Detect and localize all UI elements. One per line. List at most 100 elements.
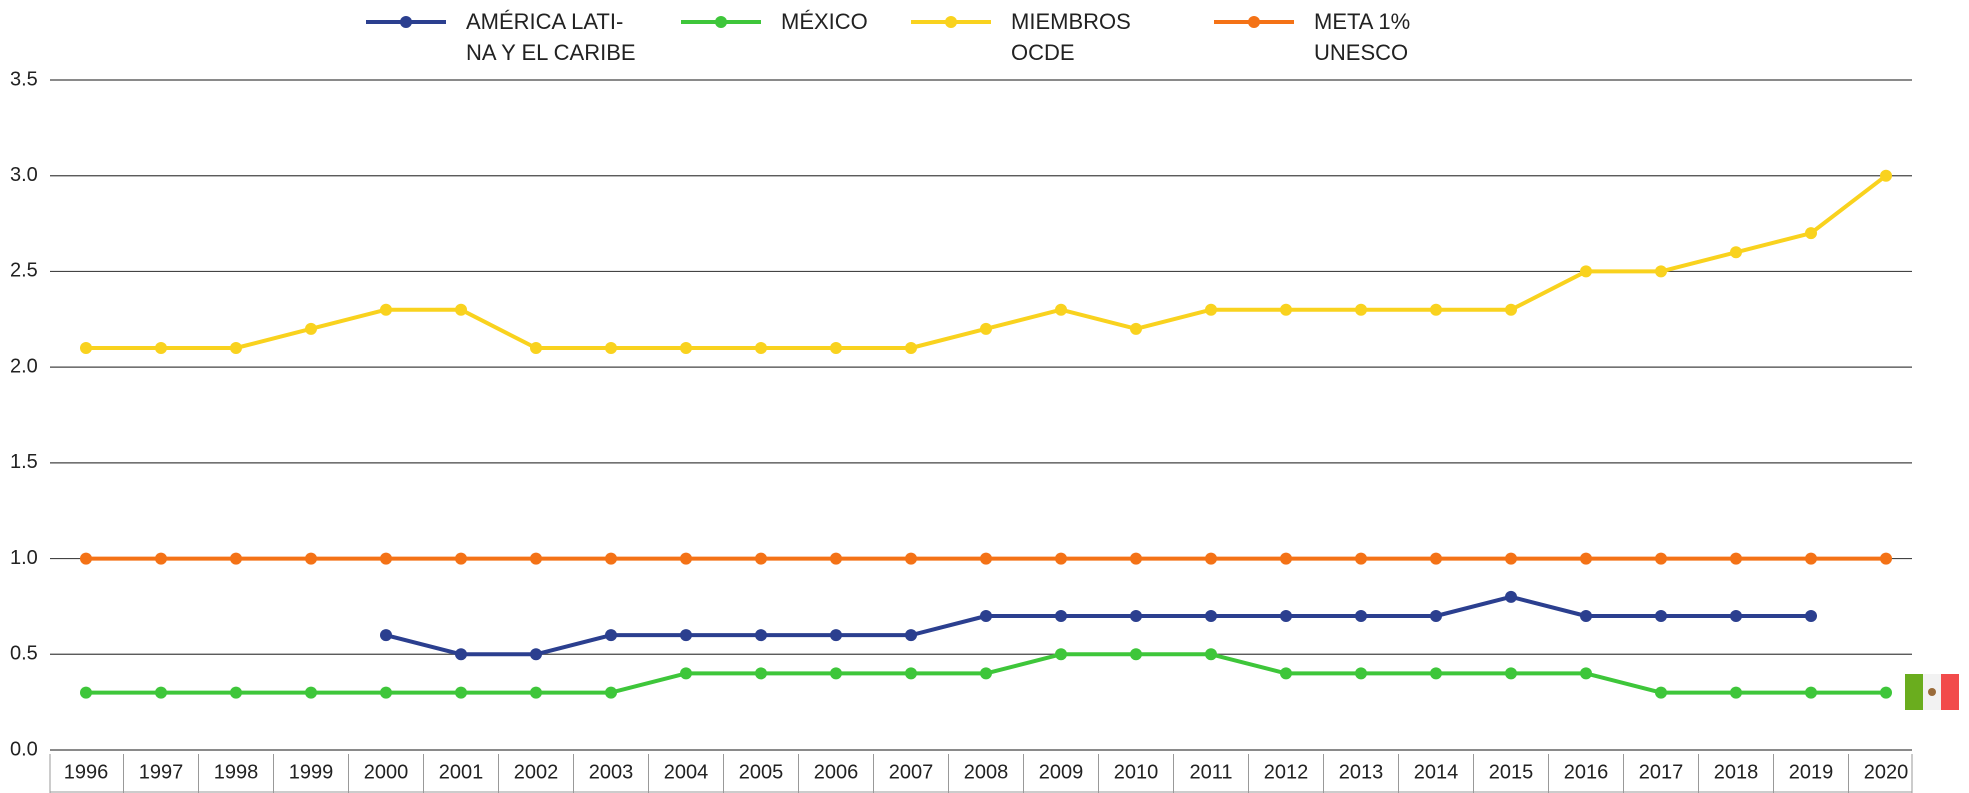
y-tick-label: 3.5 [10, 68, 38, 90]
data-point [1880, 169, 1892, 182]
data-point [980, 610, 992, 622]
data-point [155, 342, 167, 354]
data-point [1655, 265, 1667, 278]
data-point [380, 686, 392, 699]
data-point [1730, 246, 1742, 259]
data-point [1205, 610, 1217, 622]
data-point [1355, 610, 1367, 622]
y-tick-label: 1.0 [10, 547, 38, 569]
data-point [530, 686, 542, 699]
legend-label: AMÉRICA LATI- NA Y EL CARIBE [466, 9, 636, 65]
data-point [1205, 303, 1217, 316]
data-point [230, 552, 242, 565]
data-point [230, 342, 242, 354]
data-point [1430, 552, 1442, 565]
data-point [1655, 686, 1667, 699]
data-point [305, 686, 317, 699]
legend-key [681, 6, 761, 36]
data-point [1880, 552, 1892, 565]
data-point [830, 342, 842, 354]
series-line [86, 174, 1888, 350]
legend-key [1214, 6, 1294, 36]
data-point [1205, 648, 1217, 661]
x-tick-label: 2020 [1864, 761, 1909, 783]
data-point [1805, 686, 1817, 699]
data-point [980, 552, 992, 565]
data-point [1430, 667, 1442, 680]
data-point [1280, 303, 1292, 316]
data-point [1505, 667, 1517, 680]
data-point [1655, 552, 1667, 565]
data-point [1205, 552, 1217, 565]
y-tick-label: 0.0 [10, 738, 38, 760]
legend-label: MIEMBROS OCDE [1011, 9, 1131, 65]
y-tick-label: 0.5 [10, 643, 38, 665]
legend-item: AMÉRICA LATI- NA Y EL CARIBE [366, 6, 636, 68]
data-point [455, 686, 467, 699]
data-point [1130, 610, 1142, 622]
data-point [1130, 552, 1142, 565]
data-point [1055, 610, 1067, 622]
legend-key [911, 6, 991, 36]
data-point [755, 667, 767, 680]
data-point [1580, 667, 1592, 680]
x-tick-label: 2011 [1189, 761, 1232, 783]
data-point [680, 552, 692, 565]
data-point [980, 667, 992, 680]
data-point [1280, 667, 1292, 680]
x-tick-label: 2003 [589, 761, 634, 783]
data-point [905, 629, 917, 642]
mexico-flag [1905, 674, 1959, 710]
data-point [1580, 610, 1592, 622]
y-tick-label: 2.5 [10, 260, 38, 282]
legend-key [366, 6, 446, 36]
x-tick-label: 2004 [664, 761, 709, 783]
data-point [830, 552, 842, 565]
data-point [1355, 303, 1367, 316]
data-point [830, 667, 842, 680]
data-point [1805, 610, 1817, 622]
x-tick-label: 2000 [364, 761, 409, 783]
x-tick-label: 1996 [64, 761, 109, 783]
data-point [305, 322, 317, 335]
legend: AMÉRICA LATI- NA Y EL CARIBE MÉXICO MIEMBR… [0, 6, 1969, 76]
data-point [905, 342, 917, 354]
x-tick-label: 2014 [1414, 761, 1459, 783]
data-point [530, 342, 542, 354]
data-point [1730, 686, 1742, 699]
data-point [1055, 648, 1067, 661]
legend-label: META 1% UNESCO [1314, 9, 1411, 65]
x-tick-label: 2006 [814, 761, 859, 783]
data-point [980, 322, 992, 335]
data-point [680, 667, 692, 680]
data-point [1880, 686, 1892, 699]
data-point [605, 629, 617, 642]
legend-item: MÉXICO [681, 6, 868, 37]
data-point [755, 629, 767, 642]
x-tick-label: 2015 [1489, 761, 1534, 783]
data-point [530, 552, 542, 565]
data-point [155, 552, 167, 565]
data-point [1280, 610, 1292, 622]
data-point [155, 686, 167, 699]
data-point [1055, 303, 1067, 316]
x-tick-label: 2018 [1714, 761, 1759, 783]
data-point [455, 303, 467, 316]
data-point [605, 552, 617, 565]
x-tick-label: 2005 [739, 761, 784, 783]
data-point [1580, 265, 1592, 278]
data-point [905, 552, 917, 565]
data-point [680, 629, 692, 642]
legend-item: META 1% UNESCO [1214, 6, 1410, 68]
x-tick-label: 2002 [514, 761, 559, 783]
legend-item: MIEMBROS OCDE [911, 6, 1131, 68]
data-point [80, 342, 92, 354]
data-point [1130, 648, 1142, 661]
data-point [1505, 303, 1517, 316]
data-point [230, 686, 242, 699]
data-point [1505, 590, 1517, 603]
data-point [1055, 552, 1067, 565]
y-tick-label: 1.5 [10, 451, 38, 473]
